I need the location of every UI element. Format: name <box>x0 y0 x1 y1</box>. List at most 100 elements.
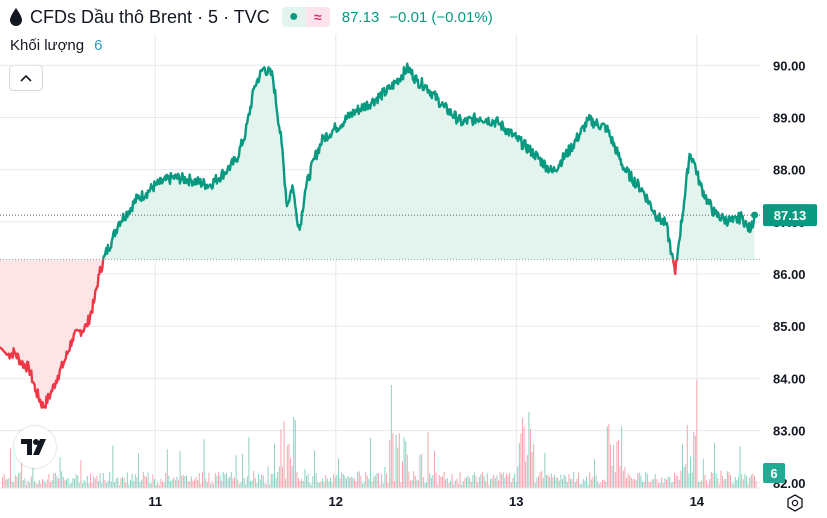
volume-bar <box>610 444 611 488</box>
volume-bar <box>96 475 98 488</box>
y-tick-label: 88.00 <box>773 163 806 178</box>
volume-bar <box>322 478 323 488</box>
volume-bar <box>286 445 288 488</box>
volume-bar <box>613 444 615 488</box>
volume-bar <box>544 452 546 488</box>
volume-bar <box>346 478 347 488</box>
volume-bar <box>514 473 515 488</box>
volume-bar <box>38 480 40 488</box>
volume-bar <box>414 475 416 488</box>
y-tick-label: 82.00 <box>773 476 806 491</box>
volume-bar <box>269 484 271 488</box>
volume-bar <box>382 483 384 488</box>
volume-bar <box>518 443 520 488</box>
volume-bar <box>314 450 315 488</box>
chevron-up-icon <box>20 74 32 82</box>
volume-bar <box>152 474 154 488</box>
volume-bar <box>112 445 114 488</box>
volume-bar <box>226 473 227 488</box>
volume-bars <box>2 379 757 488</box>
volume-bar <box>582 479 584 488</box>
status-pills: ● ≈ <box>281 7 330 27</box>
volume-bar <box>206 482 208 488</box>
volume-bar <box>50 482 51 488</box>
volume-bar <box>618 439 619 488</box>
volume-bar <box>458 484 459 488</box>
volume-bar <box>277 472 279 488</box>
volume-bar <box>403 437 405 488</box>
volume-bar <box>306 476 307 488</box>
volume-bar <box>542 477 544 488</box>
volume-bar <box>144 475 146 488</box>
y-tick-label: 85.00 <box>773 319 806 334</box>
volume-bar <box>200 483 202 488</box>
volume-bar <box>230 471 232 488</box>
volume-bar <box>80 459 82 488</box>
volume-bar <box>347 476 349 488</box>
volume-bar <box>368 479 370 488</box>
volume-bar <box>528 411 530 488</box>
volume-bar <box>699 482 701 488</box>
volume-bar <box>211 481 213 488</box>
market-open-dot-icon[interactable]: ● <box>281 7 306 27</box>
volume-bar <box>741 474 743 488</box>
volume-bar <box>155 484 157 488</box>
volume-bar <box>16 476 18 488</box>
volume-bar <box>157 482 159 488</box>
volume-bar <box>330 477 331 488</box>
volume-bar <box>365 472 367 488</box>
volume-bar <box>254 478 256 488</box>
volume-bar <box>371 481 373 488</box>
tradingview-logo[interactable] <box>14 426 56 468</box>
volume-bar <box>635 479 637 488</box>
x-tick-label: 11 <box>148 494 162 509</box>
volume-bar <box>413 471 415 488</box>
volume-bar <box>245 484 247 488</box>
time-axis[interactable]: 11 12 13 14 <box>0 487 760 509</box>
volume-bar <box>594 459 595 488</box>
volume-bar <box>130 480 131 488</box>
chart-settings-button[interactable] <box>784 492 806 514</box>
volume-bar <box>461 484 463 488</box>
volume-bar <box>560 474 562 488</box>
approx-data-icon[interactable]: ≈ <box>305 7 330 27</box>
volume-bar <box>118 485 120 488</box>
price-axis[interactable]: 82.00 83.00 84.00 85.00 86.00 87.00 88.00 89.00… <box>773 58 806 490</box>
volume-bar <box>51 479 53 488</box>
volume-bar <box>182 475 184 488</box>
volume-bar <box>128 484 130 488</box>
volume-bar <box>218 471 219 488</box>
volume-bar <box>675 475 677 488</box>
volume-bar <box>389 439 391 488</box>
volume-bar <box>605 481 607 488</box>
volume-bar <box>536 477 538 488</box>
volume-bar <box>499 472 501 488</box>
volume-bar <box>64 479 66 488</box>
volume-bar <box>598 484 600 488</box>
volume-bar <box>235 455 237 488</box>
volume-bar <box>202 472 203 488</box>
volume-bar <box>526 455 528 488</box>
volume-bar <box>205 478 207 488</box>
volume-bar <box>744 473 746 488</box>
volume-bar <box>579 484 581 488</box>
volume-bar <box>558 480 560 488</box>
volume-bar <box>328 481 330 488</box>
volume-bar <box>562 479 563 488</box>
volume-bar <box>373 476 375 488</box>
volume-bar <box>363 482 365 488</box>
volume-bar <box>472 475 474 488</box>
volume-bar <box>566 482 568 488</box>
volume-bar <box>10 448 11 488</box>
collapse-legend-button[interactable] <box>9 65 43 91</box>
volume-bar <box>171 479 173 488</box>
volume-axis-label: 6 <box>770 466 777 481</box>
volume-bar <box>392 433 394 488</box>
volume-bar <box>578 472 579 488</box>
volume-bar <box>58 478 59 488</box>
volume-bar <box>603 479 605 488</box>
symbol-title[interactable]: CFDs Dầu thô Brent · 5 · TVC <box>30 6 270 27</box>
volume-bar <box>405 441 407 488</box>
volume-bar <box>443 471 445 488</box>
